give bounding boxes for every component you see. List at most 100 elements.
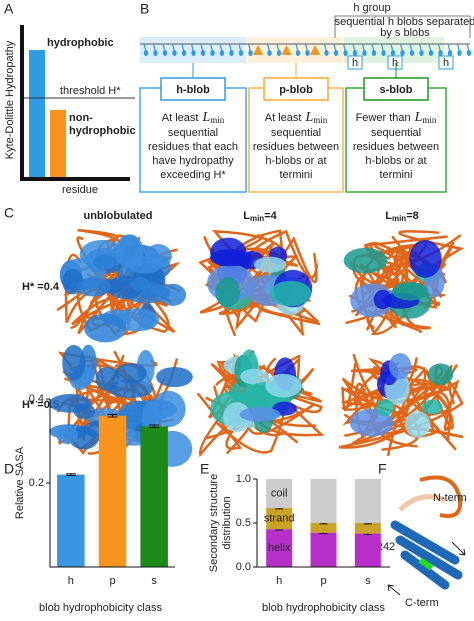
mini-h-label: h	[392, 57, 398, 69]
surface-blob	[265, 373, 302, 398]
bar-segment	[354, 479, 381, 523]
bar-segment	[266, 529, 293, 567]
beta-strand	[395, 535, 463, 580]
y-axis-label: Relative SASA	[14, 446, 26, 519]
x-tick-label: s	[151, 575, 157, 587]
residue	[281, 45, 292, 55]
residue	[295, 50, 301, 56]
axes	[49, 399, 175, 568]
panel-label: D	[4, 461, 14, 477]
surface-blob	[389, 353, 412, 380]
lmin-symbol: L	[414, 110, 423, 125]
blob-description: sequential	[271, 127, 321, 139]
surface-blob	[269, 280, 312, 307]
lead: At least	[162, 112, 199, 124]
ribbon	[398, 494, 446, 512]
lmin-subscript: min	[313, 115, 328, 125]
bar-segment	[266, 479, 293, 509]
protein-render	[197, 349, 325, 458]
residue	[143, 50, 149, 56]
structure-label: C-term	[405, 597, 439, 609]
residue	[419, 50, 424, 56]
mini-h-box	[387, 55, 403, 70]
surface-blob	[84, 313, 127, 343]
blob-header	[160, 77, 226, 101]
arrow	[451, 541, 466, 556]
x-tick-label: p	[320, 575, 326, 587]
y-axis-label: distribution	[221, 496, 233, 549]
protein-render	[338, 353, 464, 457]
blob-description: sequential	[168, 127, 218, 139]
x-tick-label: h	[68, 575, 74, 587]
panel-label: A	[4, 1, 14, 17]
label: non-	[69, 112, 93, 124]
blob-description: Fewer than Lmin	[356, 110, 437, 125]
axis-label: residue	[62, 184, 98, 196]
residue	[428, 50, 434, 56]
lead: Fewer than	[356, 112, 411, 124]
residue	[181, 50, 187, 56]
residue	[400, 50, 405, 56]
y-tick-label: 1.0	[236, 473, 251, 485]
column-title: unblobulated	[83, 210, 152, 222]
group-note: sequential h blobs separated	[335, 16, 474, 28]
bar-segment	[310, 523, 337, 533]
residue	[409, 50, 415, 56]
bar	[140, 426, 168, 567]
panel-label: B	[140, 1, 149, 17]
bar-segment	[310, 479, 337, 523]
error-bar	[149, 424, 160, 429]
residue	[362, 50, 367, 56]
column-value: =4	[264, 210, 277, 222]
surface-blob	[114, 363, 147, 384]
residue	[253, 45, 263, 55]
protein-render	[343, 230, 465, 336]
residue	[238, 50, 244, 56]
panel-label: C	[4, 205, 14, 221]
residue	[352, 50, 358, 56]
surface-blob	[48, 394, 92, 413]
surface-blob	[343, 247, 388, 274]
surface-blob	[392, 281, 429, 301]
residue	[447, 50, 453, 56]
lmin-subscript: min	[210, 115, 225, 125]
error-bar	[65, 473, 76, 476]
non-hydrophobic-bar	[50, 110, 66, 178]
lmin-symbol: L	[385, 210, 392, 222]
structure-label: N-term	[433, 492, 467, 504]
label: hydrophobic	[69, 125, 136, 137]
blob-description: termini	[279, 169, 312, 181]
segment-label: coil	[271, 487, 288, 499]
blob-name: p-blob	[279, 84, 313, 96]
surface-blob	[159, 283, 187, 306]
lead: At least	[265, 112, 302, 124]
residue	[267, 50, 272, 56]
residue	[153, 50, 158, 56]
blob-description: residues between	[353, 141, 439, 153]
x-tick-label: h	[276, 575, 282, 587]
surface-blob	[215, 277, 241, 308]
y-tick-label: 0.2	[29, 477, 44, 489]
blob-description: exceeding H*	[160, 169, 226, 181]
y-tick-label: 0.0	[236, 561, 251, 573]
bar	[57, 474, 85, 567]
residue	[219, 50, 225, 56]
mini-h-box	[347, 55, 363, 70]
surface-blob	[156, 366, 193, 388]
group-note: by s blobs	[380, 27, 430, 39]
mini-h-box	[438, 55, 454, 70]
column-title: Lmin=8	[385, 210, 419, 223]
bar-segment	[354, 523, 381, 534]
surface-blob	[115, 234, 144, 269]
blob-name: s-blob	[380, 84, 413, 96]
arrow	[387, 584, 401, 596]
residue	[381, 50, 386, 56]
blob-description: have hydropathy	[152, 155, 234, 167]
hydrophobic-bar	[29, 50, 45, 178]
error-bar	[107, 414, 118, 418]
surface-blob	[253, 256, 287, 273]
column-text: unblobulated	[83, 210, 152, 222]
lmin-symbol: L	[304, 110, 313, 125]
beta-strand	[418, 557, 434, 571]
surface-blob	[240, 368, 270, 385]
